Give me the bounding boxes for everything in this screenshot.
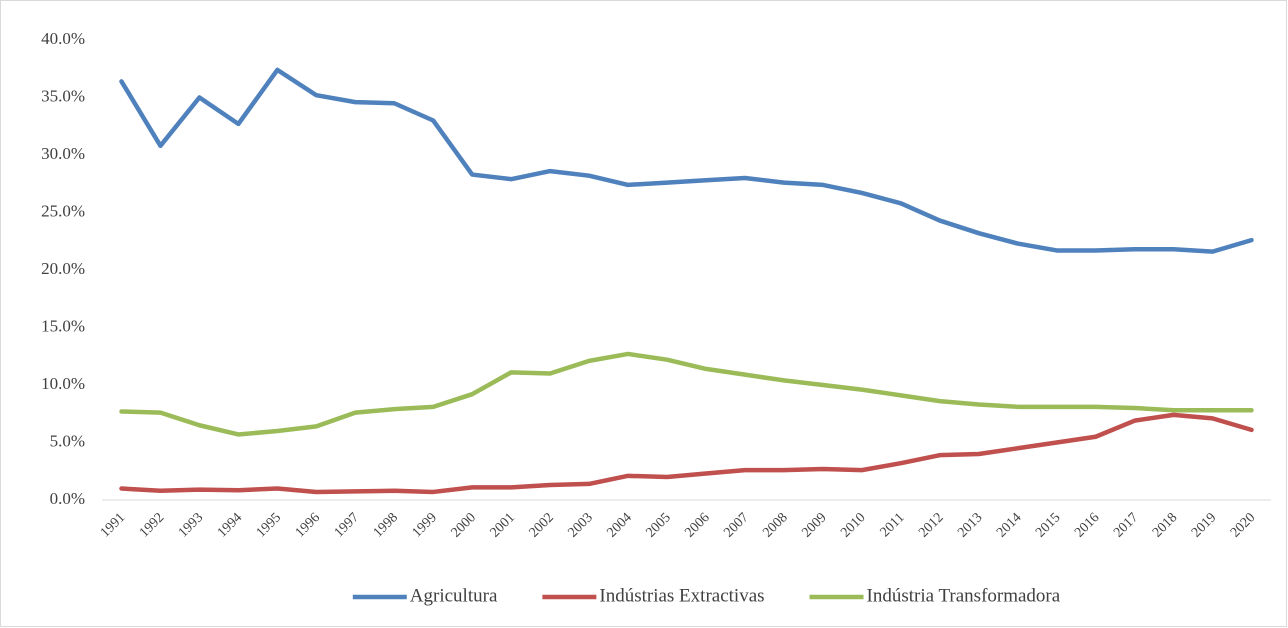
- legend-label: Indústria Transformadora: [867, 585, 1061, 606]
- y-tick-label: 35.0%: [41, 86, 85, 105]
- y-tick-label: 40.0%: [41, 29, 85, 48]
- legend-label: Agricultura: [410, 585, 498, 606]
- legend-label: Indústrias Extractivas: [599, 585, 764, 606]
- y-tick-label: 30.0%: [41, 144, 85, 163]
- y-tick-label: 25.0%: [41, 201, 85, 220]
- series-line: [119, 351, 1254, 437]
- y-tick-label: 20.0%: [41, 259, 85, 278]
- y-tick-label: 0.0%: [50, 489, 85, 508]
- series-line: [119, 67, 1254, 254]
- y-tick-label: 5.0%: [50, 431, 85, 450]
- y-tick-label: 15.0%: [41, 316, 85, 335]
- y-tick-label: 10.0%: [41, 374, 85, 393]
- series-line: [119, 412, 1254, 495]
- legend: Agricultura Indústrias Extractivas Indústr…: [352, 585, 1061, 606]
